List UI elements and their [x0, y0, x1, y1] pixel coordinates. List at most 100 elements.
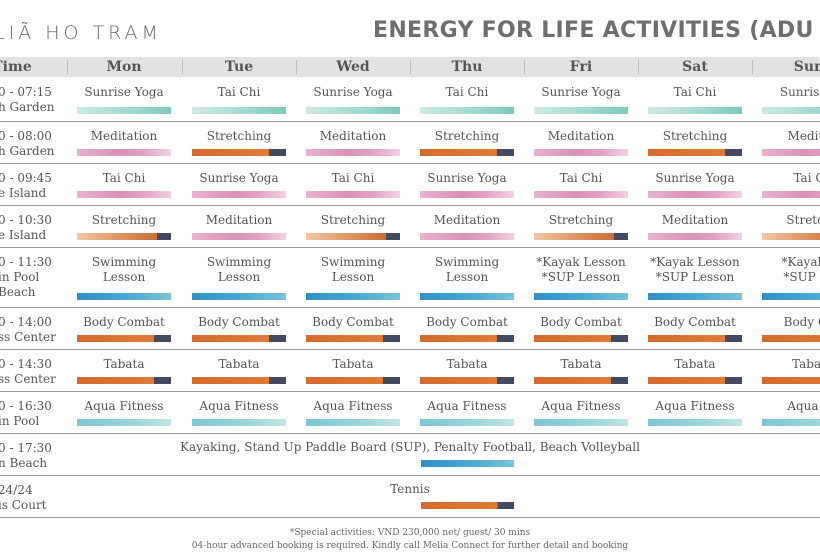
activity-cell: Stretching: [419, 129, 515, 163]
activity-label: Body Combat: [312, 315, 394, 329]
activity-cell: Aqua Fitness: [76, 399, 172, 433]
activity-label: Sunrise Yoga: [84, 85, 164, 99]
activity-label: Lesson: [102, 270, 146, 284]
activity-label: Swimming: [91, 255, 157, 269]
page-title: ENERGY FOR LIFE ACTIVITIES (ADU: [373, 18, 814, 43]
time-line: 0 - 14:30: [0, 357, 52, 371]
header-divider: [67, 60, 68, 74]
activity-label: Tabat: [792, 357, 820, 371]
activity-label: Tai Chi: [217, 85, 261, 99]
activity-color-bar: [420, 233, 514, 240]
footnote-line: 04-hour advanced booking is required. Ki…: [191, 541, 629, 551]
time-slot: 0 - 14:30 ss Center: [0, 357, 56, 387]
activity-label: Stretching: [206, 129, 272, 143]
activity-color-bar: [648, 335, 742, 342]
activity-cell: Body Combat: [419, 315, 515, 349]
activity-color-bar: [648, 107, 742, 114]
activity-color-bar: [77, 377, 171, 384]
activity-color-bar: [306, 149, 400, 156]
activity-cell: Tai Chi: [419, 85, 515, 121]
activity-color-bar: [420, 149, 514, 156]
activity-color-bar: [306, 233, 400, 240]
schedule-row: 0 - 11:30 in Pool Beach Swimming Lesson Swimm…: [0, 248, 820, 308]
activity-color-bar: [534, 377, 628, 384]
activity-color-bar: [534, 149, 628, 156]
activity-color-bar: [77, 191, 171, 198]
activity-label: Stretching: [91, 213, 157, 227]
activity-color-bar: [762, 233, 820, 240]
activity-cell: Stretching: [305, 213, 401, 247]
activity-label: Tabata: [674, 357, 716, 371]
activity-color-bar: [306, 377, 400, 384]
activity-label: Stretching: [434, 129, 500, 143]
activity-color-bar: [420, 191, 514, 198]
activity-cell: Body Combat: [647, 315, 743, 349]
activity-cell: Tai Chi: [647, 85, 743, 121]
activity-cell: Tai C: [761, 171, 820, 205]
activity-color-bar: [762, 149, 820, 156]
activity-color-bar: [648, 191, 742, 198]
activity-color-bar: [534, 335, 628, 342]
activity-color-bar: [77, 293, 171, 300]
activity-label: *Kayak Lesson: [536, 255, 626, 269]
time-line: ss Center: [0, 372, 56, 386]
activity-color-bar: [534, 293, 628, 300]
time-slot: 24/24 is Court: [0, 483, 47, 513]
activity-label: Sunrise Yoga: [199, 171, 279, 185]
activity-color-bar: [648, 419, 742, 426]
activity-cell: Body Combat: [191, 315, 287, 349]
time-line: 0 - 14:00: [0, 315, 52, 329]
time-line: h Garden: [0, 100, 55, 114]
schedule-row: 0 - 07:15 h Garden Sunrise Yoga Tai Chi Sunr…: [0, 78, 820, 122]
schedule-row: 0 - 10:30 e Island Stretching Meditation Str…: [0, 206, 820, 248]
activity-label: Tabata: [446, 357, 488, 371]
header-day-mon: Mon: [106, 59, 142, 75]
activity-cell: Swimming Lesson: [76, 255, 172, 307]
header-day-sat: Sat: [682, 59, 708, 75]
activity-label: Tai Chi: [673, 85, 717, 99]
activity-color-bar: [421, 502, 514, 509]
activity-color-bar: [534, 107, 628, 114]
activity-label: Sunrise Yoga: [427, 171, 507, 185]
activity-cell: Swimming Lesson: [419, 255, 515, 307]
activity-cell: Tai Chi: [305, 171, 401, 205]
schedule-row-wide: 0 - 17:30 n Beach Kayaking, Stand Up Paddl…: [0, 434, 820, 476]
activity-label: Sunrise Y: [779, 85, 820, 99]
activity-cell: *Kayak L*SUP Le: [761, 255, 820, 307]
activity-label: Body Combat: [540, 315, 622, 329]
activity-color-bar: [77, 233, 171, 240]
activity-cell: Tai Chi: [191, 85, 287, 121]
activity-label: Aqua Fitness: [313, 399, 393, 413]
activity-cell: Tabat: [761, 357, 820, 391]
time-slot: 0 - 17:30 n Beach: [0, 441, 52, 471]
activity-color-bar: [420, 293, 514, 300]
activity-cell: Swimming Lesson: [191, 255, 287, 307]
activity-label: Meditation: [433, 213, 501, 227]
activity-color-bar: [77, 419, 171, 426]
activity-color-bar: [648, 233, 742, 240]
activity-cell: Meditation: [305, 129, 401, 163]
activity-label: Body Co: [783, 315, 820, 329]
activity-label: *SUP Le: [783, 270, 820, 284]
header-divider: [296, 60, 297, 74]
activity-cell: Tabata: [647, 357, 743, 391]
activity-color-bar: [421, 460, 514, 467]
time-line: e Island: [0, 186, 47, 200]
activity-label: Stretch: [786, 213, 820, 227]
activity-label: Sunrise Yoga: [313, 85, 393, 99]
header-time: Time: [0, 59, 32, 75]
activity-label: *SUP Lesson: [655, 270, 735, 284]
activity-label: Tabata: [103, 357, 145, 371]
time-slot: 0 - 16:30 in Pool: [0, 399, 52, 429]
activity-cell: Tai Chi: [533, 171, 629, 205]
activity-label: Tai Chi: [559, 171, 603, 185]
footnote-line: *Special activities: VND 230,000 net/ gu…: [289, 528, 531, 538]
activity-cell: Sunrise Y: [761, 85, 820, 121]
activity-label: Swimming: [320, 255, 386, 269]
activity-label: Stretching: [548, 213, 614, 227]
time-line: 24/24: [0, 483, 33, 497]
activity-color-bar: [648, 377, 742, 384]
activity-cell: Swimming Lesson: [305, 255, 401, 307]
activity-color-bar: [192, 233, 286, 240]
time-line: 0 - 16:30: [0, 399, 52, 413]
